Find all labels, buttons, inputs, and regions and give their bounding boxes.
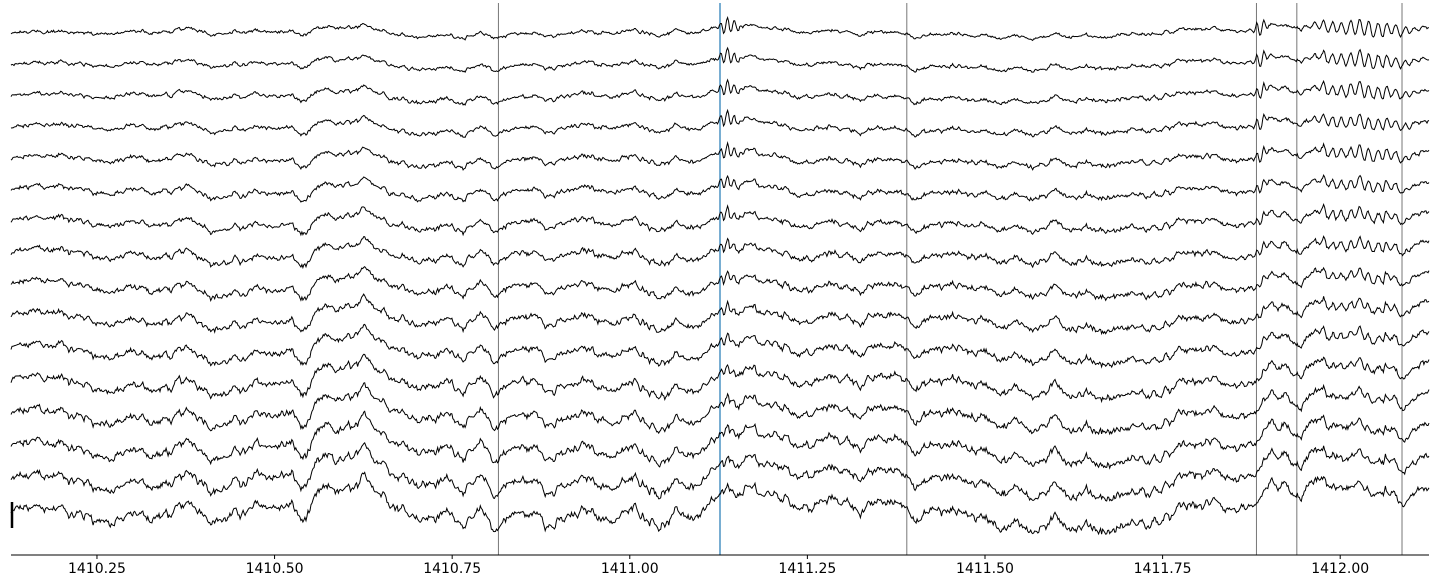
channel-trace [10, 173, 1430, 203]
x-axis-ticks: 1410.25 1410.50 1410.75 1411.00 1411.25 1411.… [68, 555, 1369, 576]
event-markers [497, 3, 1403, 555]
channel-trace [10, 235, 1430, 270]
x-tick-label: 1410.75 [423, 561, 481, 576]
channel-trace [10, 293, 1430, 336]
channel-trace [10, 16, 1429, 42]
channel-trace [10, 108, 1430, 139]
x-tick-label: 1410.25 [68, 561, 126, 576]
channel-trace [10, 382, 1430, 436]
x-tick-label: 1412.00 [1311, 561, 1369, 576]
channel-trace [10, 353, 1430, 404]
x-tick-label: 1411.00 [601, 561, 659, 576]
channel-trace [10, 203, 1430, 237]
channel-trace [10, 46, 1430, 73]
channel-trace [10, 410, 1430, 470]
channel-trace [10, 323, 1430, 369]
channel-trace [10, 441, 1430, 502]
channel-trace [10, 266, 1430, 303]
x-tick-label: 1410.50 [246, 561, 304, 576]
x-tick-label: 1411.75 [1134, 561, 1192, 576]
x-tick-label: 1411.50 [956, 561, 1014, 576]
x-tick-label: 1411.25 [778, 561, 836, 576]
channel-trace [10, 471, 1430, 536]
channel-traces [10, 16, 1430, 536]
channel-trace [10, 78, 1430, 106]
channel-trace [10, 141, 1430, 171]
